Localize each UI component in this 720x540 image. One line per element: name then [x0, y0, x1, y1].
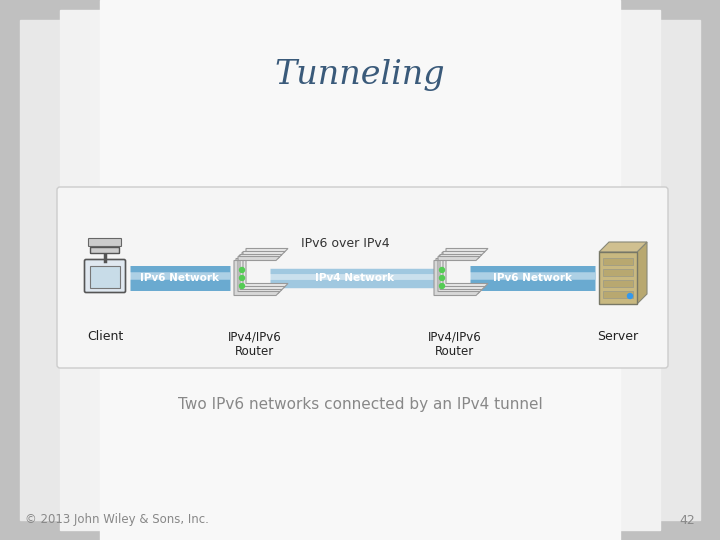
Text: IPv6 over IPv4: IPv6 over IPv4 — [301, 237, 390, 250]
Polygon shape — [234, 256, 280, 295]
Circle shape — [439, 284, 444, 288]
Bar — [603, 258, 633, 265]
Circle shape — [628, 294, 632, 299]
Text: IPv6 Network: IPv6 Network — [493, 273, 572, 283]
Bar — [603, 291, 633, 298]
Text: IPv4 Network: IPv4 Network — [315, 273, 395, 283]
Text: IPv4/IPv6
Router: IPv4/IPv6 Router — [428, 330, 482, 358]
Text: Server: Server — [598, 330, 639, 343]
Text: 42: 42 — [679, 514, 695, 526]
Polygon shape — [239, 252, 285, 291]
Polygon shape — [436, 254, 482, 294]
Polygon shape — [442, 248, 488, 287]
FancyBboxPatch shape — [57, 187, 668, 368]
Bar — [90, 266, 120, 288]
Bar — [100, 0, 620, 540]
FancyBboxPatch shape — [91, 247, 120, 253]
Polygon shape — [242, 248, 288, 287]
Text: IPv6 Network: IPv6 Network — [140, 273, 220, 283]
Bar — [599, 252, 637, 304]
Text: © 2013 John Wiley & Sons, Inc.: © 2013 John Wiley & Sons, Inc. — [25, 514, 209, 526]
Circle shape — [240, 267, 245, 273]
Bar — [603, 269, 633, 276]
Bar — [603, 280, 633, 287]
Text: Tunneling: Tunneling — [275, 59, 445, 91]
Circle shape — [439, 267, 444, 273]
Circle shape — [240, 284, 245, 288]
Bar — [60, 10, 660, 530]
Polygon shape — [236, 254, 282, 294]
Circle shape — [439, 275, 444, 280]
FancyBboxPatch shape — [89, 239, 122, 246]
Text: IPv4/IPv6
Router: IPv4/IPv6 Router — [228, 330, 282, 358]
Text: Two IPv6 networks connected by an IPv4 tunnel: Two IPv6 networks connected by an IPv4 t… — [178, 397, 542, 413]
Polygon shape — [434, 256, 480, 295]
Polygon shape — [599, 242, 647, 252]
Polygon shape — [439, 252, 485, 291]
Circle shape — [240, 275, 245, 280]
FancyBboxPatch shape — [84, 260, 125, 293]
Text: Client: Client — [87, 330, 123, 343]
Polygon shape — [637, 242, 647, 304]
